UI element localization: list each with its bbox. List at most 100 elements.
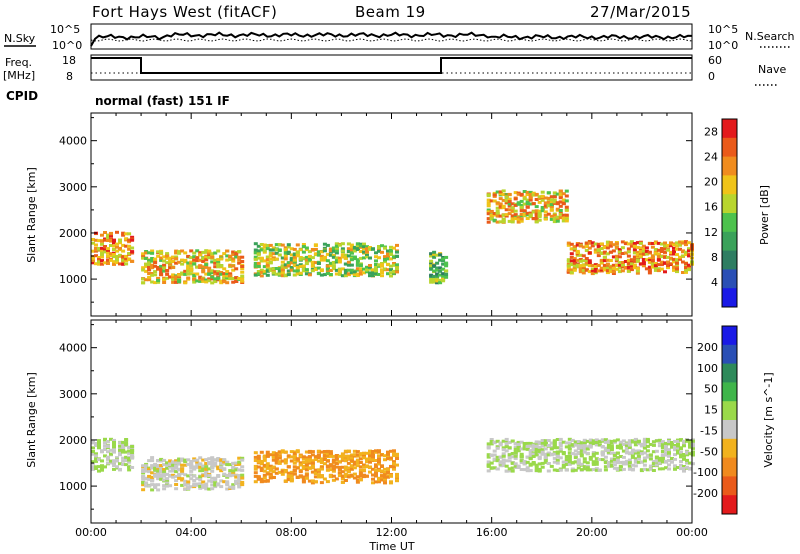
range-cell: [115, 245, 119, 249]
range-cell: [444, 273, 449, 276]
range-cell: [492, 449, 497, 453]
range-cell: [141, 252, 146, 256]
range-cell: [362, 245, 366, 249]
range-cell: [392, 460, 396, 464]
range-cell: [204, 482, 209, 486]
range-cell: [552, 217, 557, 221]
range-cell: [362, 468, 366, 472]
range-cell: [259, 243, 264, 246]
range-cell: [383, 458, 387, 462]
range-cell: [310, 248, 315, 252]
range-cell: [298, 265, 303, 268]
range-cell: [685, 458, 689, 462]
range-cell: [210, 469, 215, 473]
range-cell: [201, 270, 206, 274]
range-cell: [268, 248, 273, 252]
range-cell: [492, 440, 497, 444]
range-cell: [331, 266, 336, 270]
range-cell: [561, 440, 566, 444]
range-cell: [688, 467, 692, 470]
range-cell: [237, 460, 242, 464]
range-cell: [611, 255, 616, 259]
range-cell: [624, 462, 629, 466]
range-cell: [664, 446, 668, 449]
range-cell: [635, 253, 640, 256]
range-cell: [253, 273, 258, 277]
range-cell: [256, 256, 261, 260]
range-cell: [174, 277, 179, 281]
range-cell: [591, 460, 596, 464]
range-cell: [651, 460, 656, 463]
range-cell: [174, 459, 179, 463]
range-cell: [256, 456, 261, 460]
range-cell: [627, 443, 632, 447]
range-cell: [189, 260, 194, 264]
range-cell: [534, 453, 539, 457]
range-cell: [519, 455, 524, 459]
range-cell: [231, 469, 236, 473]
range-cell: [596, 263, 601, 267]
range-cell: [495, 467, 500, 471]
range-cell: [162, 470, 167, 474]
range-cell: [543, 443, 548, 447]
range-cell: [147, 477, 152, 481]
range-cell: [174, 257, 179, 261]
range-cell: [587, 259, 592, 263]
range-cell: [555, 207, 560, 211]
power-scatter: [91, 189, 694, 285]
range-cell: [271, 258, 276, 262]
range-cell: [534, 216, 539, 220]
range-cell: [657, 459, 662, 463]
range-cell: [620, 262, 625, 266]
range-cell: [513, 213, 518, 217]
range-cell: [386, 252, 390, 256]
range-cell: [153, 273, 158, 277]
range-cell: [615, 456, 620, 460]
range-cell: [591, 468, 596, 471]
range-cell: [579, 444, 584, 448]
range-cell: [528, 449, 533, 453]
range-cell: [528, 190, 533, 194]
range-cell: [328, 468, 333, 472]
range-cell: [159, 273, 164, 276]
range-cell: [528, 198, 533, 202]
range-cell: [543, 460, 548, 464]
range-cell: [174, 255, 179, 259]
range-cell: [585, 468, 590, 472]
range-cell: [525, 200, 530, 204]
range-cell: [676, 449, 680, 453]
range-cell: [265, 466, 270, 470]
range-cell: [581, 259, 586, 263]
range-cell: [277, 470, 282, 474]
range-cell: [340, 474, 345, 478]
range-cell: [597, 440, 602, 444]
range-cell: [540, 444, 545, 448]
x-axis-label: Time UT: [368, 540, 414, 553]
range-cell: [222, 467, 227, 471]
range-cell: [325, 272, 330, 275]
range-cell: [147, 467, 152, 471]
range-cell: [301, 478, 306, 482]
range-cell: [153, 259, 158, 263]
range-cell: [377, 480, 381, 484]
range-cell: [537, 445, 542, 449]
range-cell: [632, 258, 637, 262]
range-cell: [659, 260, 664, 264]
range-cell: [543, 213, 548, 217]
range-cell: [672, 265, 676, 269]
range-cell: [362, 475, 366, 479]
range-cell: [192, 262, 197, 266]
range-cell: [569, 259, 574, 263]
range-cell: [362, 242, 366, 246]
range-cell: [198, 462, 203, 466]
range-cell: [522, 209, 527, 213]
range-cell: [304, 262, 309, 266]
range-cell: [121, 231, 126, 235]
range-cell: [507, 197, 512, 201]
cpid-label: CPID: [6, 89, 38, 103]
range-cell: [383, 267, 387, 271]
range-cell: [319, 457, 324, 461]
range-cell: [162, 259, 167, 263]
range-cell: [648, 464, 653, 468]
range-cell: [271, 252, 276, 256]
